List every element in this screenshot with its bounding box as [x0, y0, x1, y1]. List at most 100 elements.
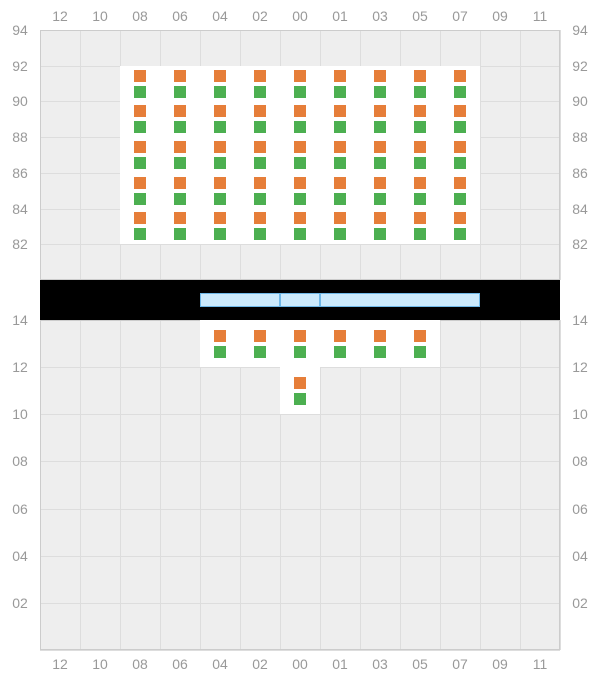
row-label-right: 14	[568, 312, 592, 328]
row-label-left: 92	[8, 58, 32, 74]
status-dot-orange	[334, 177, 346, 189]
status-dot-green	[454, 86, 466, 98]
row-label-left: 02	[8, 595, 32, 611]
rack-cell[interactable]	[280, 367, 320, 414]
status-dot-green	[294, 193, 306, 205]
status-dot-green	[214, 193, 226, 205]
rack-cell[interactable]	[160, 101, 200, 137]
rack-cell[interactable]	[360, 66, 400, 102]
rack-cell[interactable]	[320, 66, 360, 102]
status-dot-green	[134, 121, 146, 133]
rack-cell[interactable]	[200, 320, 240, 367]
status-dot-green	[254, 157, 266, 169]
rack-cell[interactable]	[320, 173, 360, 209]
rack-cell[interactable]	[400, 209, 440, 245]
separator-segment[interactable]	[280, 293, 320, 307]
rack-cell[interactable]	[400, 101, 440, 137]
rack-cell[interactable]	[200, 209, 240, 245]
col-label-top: 10	[80, 8, 120, 24]
rack-cell[interactable]	[320, 209, 360, 245]
rack-cell[interactable]	[400, 320, 440, 367]
row-label-left: 12	[8, 359, 32, 375]
rack-cell[interactable]	[440, 173, 480, 209]
rack-cell[interactable]	[360, 209, 400, 245]
status-dot-orange	[214, 105, 226, 117]
rack-cell[interactable]	[200, 101, 240, 137]
rack-cell[interactable]	[120, 137, 160, 173]
rack-cell[interactable]	[200, 173, 240, 209]
rack-cell[interactable]	[120, 209, 160, 245]
rack-cell[interactable]	[440, 209, 480, 245]
rack-cell[interactable]	[400, 173, 440, 209]
status-dot-orange	[254, 70, 266, 82]
rack-cell[interactable]	[280, 66, 320, 102]
rack-cell[interactable]	[120, 173, 160, 209]
rack-cell[interactable]	[240, 101, 280, 137]
rack-cell[interactable]	[240, 66, 280, 102]
separator-segment[interactable]	[320, 293, 480, 307]
rack-cell[interactable]	[240, 320, 280, 367]
rack-cell[interactable]	[240, 209, 280, 245]
rack-cell[interactable]	[120, 101, 160, 137]
rack-cell[interactable]	[280, 173, 320, 209]
col-label-top: 02	[240, 8, 280, 24]
rack-cell[interactable]	[280, 101, 320, 137]
rack-cell[interactable]	[320, 137, 360, 173]
col-label-bottom: 09	[480, 656, 520, 672]
status-dot-green	[374, 157, 386, 169]
status-dot-green	[294, 86, 306, 98]
rack-cell[interactable]	[160, 173, 200, 209]
status-dot-orange	[334, 330, 346, 342]
row-label-left: 14	[8, 312, 32, 328]
rack-cell[interactable]	[440, 66, 480, 102]
row-label-right: 88	[568, 129, 592, 145]
rack-cell[interactable]	[120, 66, 160, 102]
row-label-right: 06	[568, 501, 592, 517]
row-label-right: 02	[568, 595, 592, 611]
status-dot-orange	[294, 377, 306, 389]
rack-cell[interactable]	[200, 66, 240, 102]
row-label-right: 04	[568, 548, 592, 564]
rack-cell[interactable]	[360, 173, 400, 209]
status-dot-orange	[134, 141, 146, 153]
rack-cell[interactable]	[440, 101, 480, 137]
status-dot-green	[334, 193, 346, 205]
status-dot-green	[294, 393, 306, 405]
rack-cell[interactable]	[160, 137, 200, 173]
rack-cell[interactable]	[360, 320, 400, 367]
status-dot-green	[214, 346, 226, 358]
col-label-top: 06	[160, 8, 200, 24]
status-dot-orange	[414, 141, 426, 153]
row-label-right: 92	[568, 58, 592, 74]
status-dot-orange	[294, 330, 306, 342]
separator-segment[interactable]	[200, 293, 280, 307]
rack-cell[interactable]	[160, 66, 200, 102]
top-panel	[40, 30, 560, 280]
rack-cell[interactable]	[360, 137, 400, 173]
rack-cell[interactable]	[400, 66, 440, 102]
status-dot-green	[414, 121, 426, 133]
row-label-right: 82	[568, 236, 592, 252]
status-dot-green	[414, 86, 426, 98]
status-dot-orange	[134, 212, 146, 224]
status-dot-orange	[294, 212, 306, 224]
rack-cell[interactable]	[280, 209, 320, 245]
rack-cell[interactable]	[280, 320, 320, 367]
rack-cell[interactable]	[400, 137, 440, 173]
rack-cell[interactable]	[200, 137, 240, 173]
status-dot-green	[134, 157, 146, 169]
status-dot-green	[294, 157, 306, 169]
status-dot-green	[374, 346, 386, 358]
rack-cell[interactable]	[320, 101, 360, 137]
rack-cell[interactable]	[360, 101, 400, 137]
col-label-bottom: 12	[40, 656, 80, 672]
status-dot-green	[454, 228, 466, 240]
rack-cell[interactable]	[240, 173, 280, 209]
rack-cell[interactable]	[240, 137, 280, 173]
status-dot-orange	[174, 177, 186, 189]
rack-cell[interactable]	[160, 209, 200, 245]
rack-cell[interactable]	[440, 137, 480, 173]
rack-cell[interactable]	[320, 320, 360, 367]
col-label-top: 05	[400, 8, 440, 24]
rack-cell[interactable]	[280, 137, 320, 173]
